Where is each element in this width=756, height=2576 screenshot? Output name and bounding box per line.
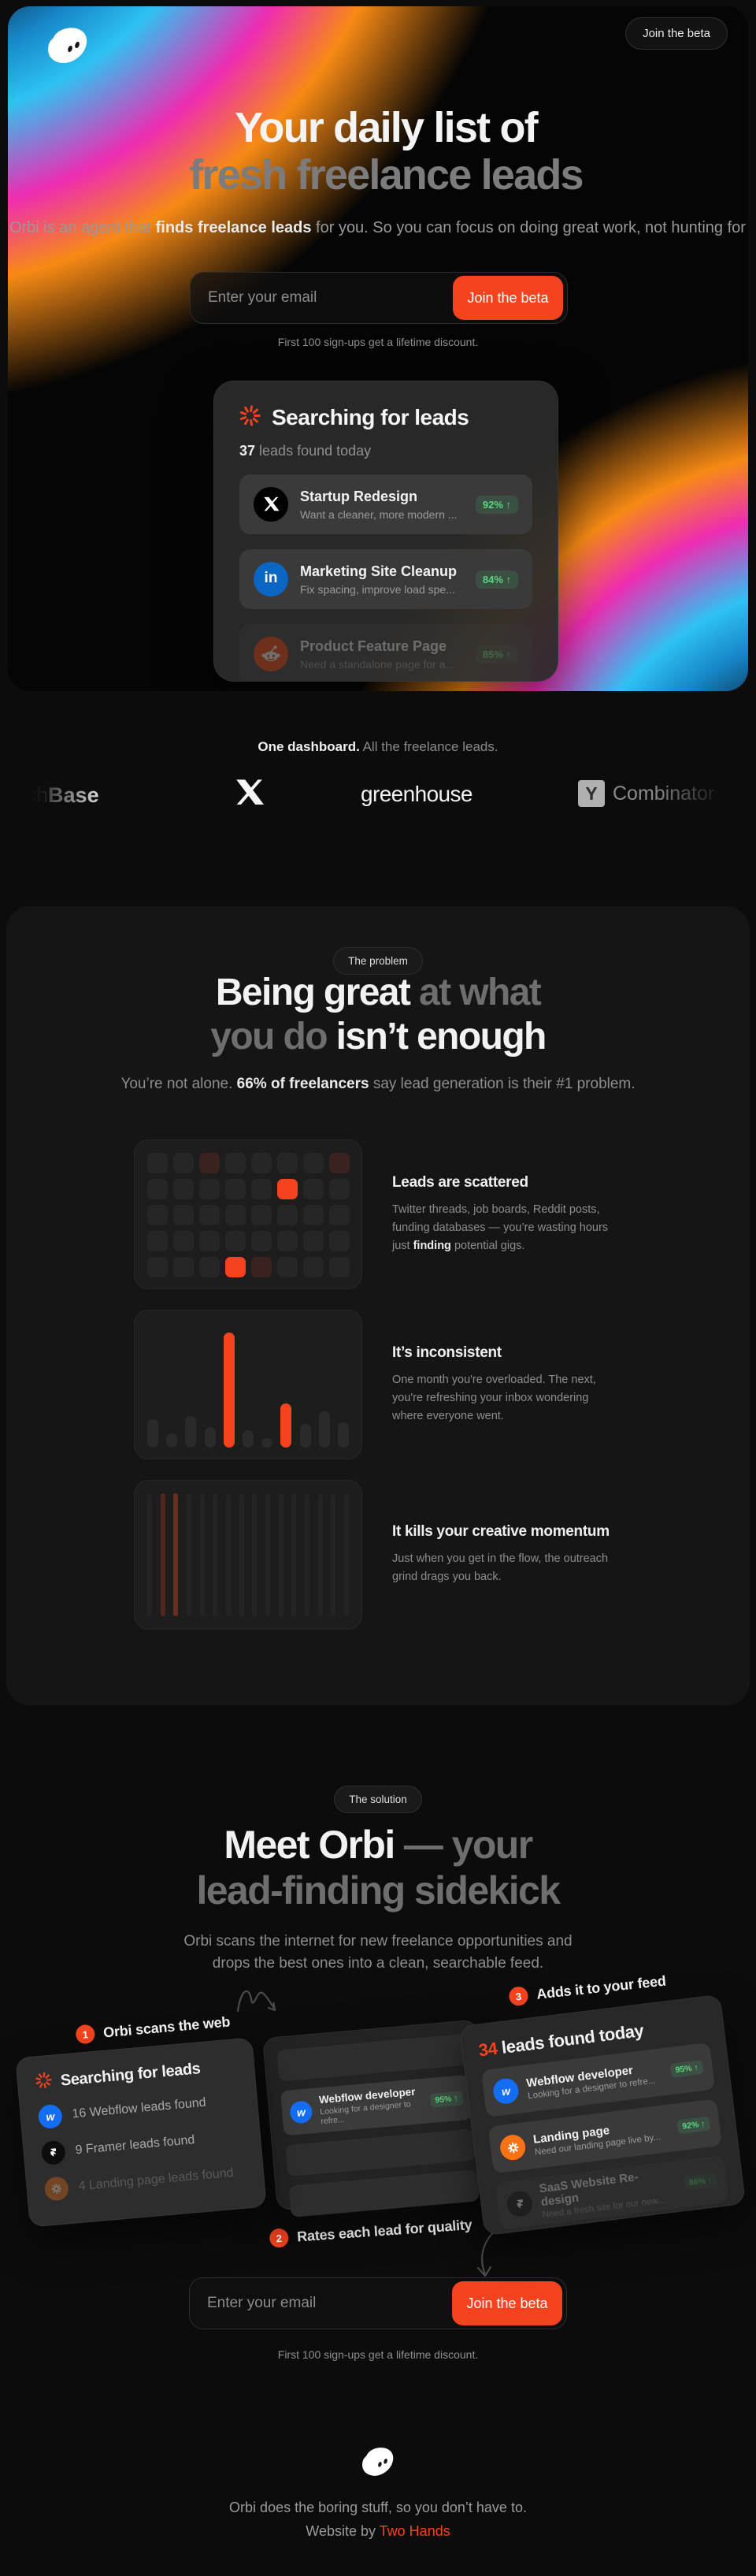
hero-subtitle: Orbi is an agent that finds freelance le…: [9, 219, 748, 236]
x-logo: [233, 777, 265, 808]
squiggle-arrow-doodle: [236, 1990, 276, 2013]
lead-row: Product Feature Page Need a standalone p…: [239, 624, 532, 681]
webflow-icon: w: [491, 2076, 521, 2106]
orbi-blob-logo-icon: [44, 27, 91, 70]
hero-section: Join the beta Your daily list of fresh f…: [8, 6, 748, 691]
match-score-badge: 95% ↑: [429, 2090, 464, 2108]
hero-title: Your daily list of fresh freelance leads: [8, 104, 748, 199]
problem-card-title: It kills your creative momentum: [392, 1523, 610, 1540]
match-score-badge: 92% ↑: [676, 2116, 711, 2135]
problem-title: Being great at what you do isn’t enough: [210, 972, 547, 1058]
problem-card-body: Twitter threads, job boards, Reddit post…: [392, 1203, 609, 1252]
framer-icon: [40, 2139, 67, 2166]
problem-card-title: Leads are scattered: [392, 1173, 528, 1191]
step-3-label: 3 Adds it to your feed: [508, 1972, 666, 2007]
how-it-works-diagram: 1 Orbi scans the web Searching for leads…: [0, 1972, 756, 2290]
problem-badge: The problem: [333, 947, 423, 975]
footer-blob-logo-icon: [0, 2446, 756, 2483]
skeleton-row: [284, 2128, 476, 2177]
solution-badge: The solution: [334, 1786, 422, 1813]
problem-card-title: It’s inconsistent: [392, 1344, 502, 1361]
skeleton-row: [288, 2169, 480, 2218]
stripes-chart: [147, 1493, 349, 1616]
match-score-badge: 92% ↑: [475, 495, 518, 514]
two-hands-link[interactable]: Two Hands: [379, 2523, 450, 2539]
nav-join-beta-button[interactable]: Join the beta: [625, 17, 728, 50]
searching-for-leads-card: Searching for leads 37 leads found today…: [213, 381, 558, 682]
bar-chart-graphic-card: [134, 1310, 362, 1459]
step-2-label: 2 Rates each lead for quality: [269, 2215, 472, 2248]
problem-section: The problem Being great at what you do i…: [6, 906, 750, 1705]
bars-chart: [147, 1329, 349, 1448]
step-1-label: 1 Orbi scans the web: [75, 2012, 231, 2045]
hero-title-line2: fresh freelance leads: [189, 151, 584, 199]
problem-row-inconsistent: It’s inconsistent One month you're overl…: [6, 1310, 750, 1459]
match-score-badge: 95% ↑: [669, 2060, 704, 2078]
problem-card-body: Just when you get in the flow, the outre…: [392, 1552, 609, 1583]
footer-tagline: Orbi does the boring stuff, so you don’t…: [229, 2500, 527, 2515]
hero-email-input[interactable]: [191, 273, 453, 323]
reddit-icon: [254, 637, 288, 671]
webflow-icon: w: [37, 2103, 64, 2130]
feed-lead-row: Landing page Need our landing page live …: [487, 2098, 722, 2174]
webflow-icon: w: [289, 2099, 313, 2124]
framer-icon: [506, 2189, 534, 2218]
problem-subtitle: You’re not alone. 66% of freelancers say…: [120, 1076, 636, 1092]
match-score-badge: 85% ↑: [475, 645, 518, 664]
hero-signup-form: Join the beta: [190, 272, 568, 324]
rate-card: w Webflow developer Looking for a design…: [261, 2019, 493, 2218]
problem-card-body: One month you're overloaded. The next, y…: [392, 1373, 596, 1422]
problem-row-scattered: Leads are scattered Twitter threads, job…: [6, 1139, 750, 1289]
problem-row-momentum: It kills your creative momentum Just whe…: [6, 1480, 750, 1630]
bottom-join-beta-button[interactable]: Join the beta: [452, 2281, 562, 2325]
x-logo-icon: [254, 487, 288, 522]
heatmap-graphic-card: [134, 1139, 362, 1289]
ycombinator-y-icon: Y: [578, 780, 605, 807]
spark-icon: [498, 2133, 528, 2162]
match-score-badge: 84% ↑: [475, 570, 518, 589]
bottom-email-input[interactable]: [190, 2278, 452, 2329]
solution-title: Meet Orbi — your lead-finding sidekick: [196, 1823, 561, 1912]
stripes-graphic-card: [134, 1480, 362, 1630]
match-score-badge: 86% ↑: [684, 2172, 718, 2191]
heatmap-grid: [147, 1153, 350, 1277]
lead-row: Startup Redesign Want a cleaner, more mo…: [239, 474, 532, 534]
leads-found-count: 37 leads found today: [239, 443, 372, 459]
bottom-signup-form: Join the beta: [189, 2277, 567, 2329]
greenhouse-logo: greenhouse: [361, 782, 473, 806]
bottom-signup-note: First 100 sign-ups get a lifetime discou…: [277, 2348, 479, 2361]
skeleton-row: [276, 2033, 468, 2082]
scan-item: w 16 Webflow leads found: [37, 2088, 241, 2130]
spinner-icon: [239, 405, 261, 430]
spark-icon: [43, 2176, 70, 2202]
scan-item: 9 Framer leads found: [40, 2124, 244, 2166]
logo-strip-left-fade: [0, 764, 102, 824]
hero-signup-note: First 100 sign-ups get a lifetime discou…: [277, 336, 479, 348]
rated-lead-row: w Webflow developer Looking for a design…: [280, 2074, 472, 2136]
scan-item: 4 Landing page leads found: [43, 2161, 247, 2202]
hero-join-beta-button[interactable]: Join the beta: [453, 276, 563, 320]
spinner-icon: [35, 2072, 53, 2094]
linkedin-icon: in: [254, 562, 288, 597]
lead-row: in Marketing Site Cleanup Fix spacing, i…: [239, 549, 532, 609]
hero-title-line1: Your daily list of: [235, 104, 538, 151]
feed-lead-row: SaaS Website Re-design Need a fresh site…: [495, 2154, 729, 2230]
logo-strip-right-fade: [654, 764, 756, 824]
scan-card: Searching for leads w 16 Webflow leads f…: [15, 2037, 267, 2228]
footer-credit: Website by Two Hands: [306, 2523, 450, 2539]
solution-subtitle: Orbi scans the internet for new freelanc…: [183, 1933, 573, 1972]
feed-card: 34 leads found today w Webflow developer…: [458, 1994, 747, 2236]
logo-strip-heading: One dashboard. All the freelance leads.: [258, 739, 498, 754]
dashboard-card-title: Searching for leads: [272, 405, 469, 429]
